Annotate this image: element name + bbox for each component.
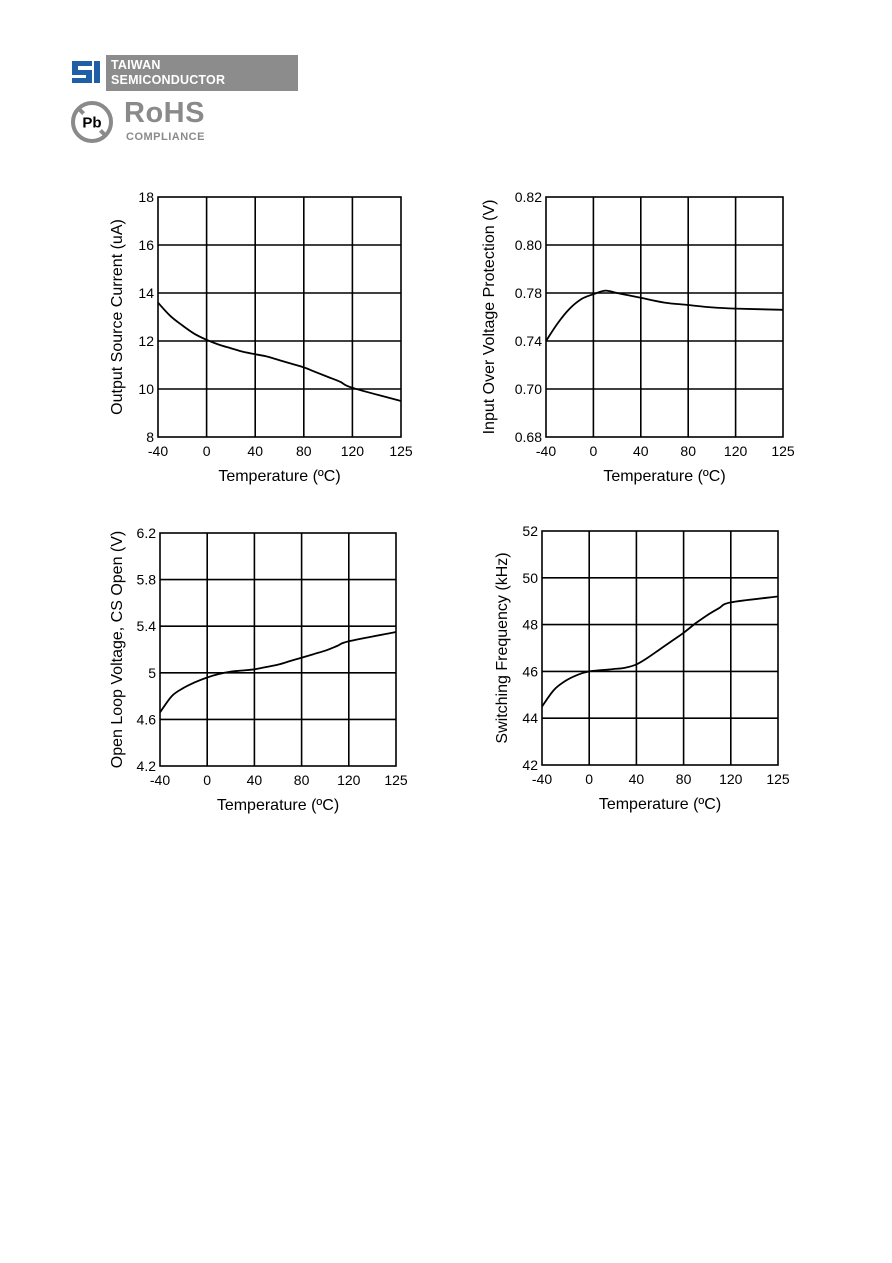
y-tick-label: 46 (522, 663, 538, 679)
pb-free-icon: Pb (71, 101, 113, 143)
company-name-plate: TAIWAN SEMICONDUCTOR (106, 55, 298, 91)
x-tick-label: -40 (148, 443, 168, 459)
x-tick-label: 120 (337, 772, 361, 788)
x-tick-label: 0 (203, 772, 211, 788)
x-tick-label: 40 (629, 771, 645, 787)
y-axis-title: Switching Frequency (kHz) (494, 552, 511, 743)
x-tick-label: 120 (341, 443, 365, 459)
x-tick-label: 125 (384, 772, 408, 788)
plot-frame (157, 196, 402, 438)
x-tick-label: 120 (719, 771, 743, 787)
x-tick-label: 125 (389, 443, 413, 459)
y-tick-label: 0.68 (515, 429, 542, 445)
rohs-badge: Pb RoHS COMPLIANCE (68, 97, 298, 147)
y-tick-label: 12 (138, 333, 154, 349)
plot-frame (541, 530, 779, 766)
x-axis-title: Temperature (ºC) (603, 468, 725, 485)
y-tick-label: 48 (522, 617, 538, 633)
x-tick-label: 80 (294, 772, 310, 788)
y-tick-label: 18 (138, 189, 154, 205)
x-axis-title: Temperature (ºC) (217, 797, 339, 814)
y-tick-label: 16 (138, 237, 154, 253)
plot-frame (159, 532, 397, 767)
y-tick-label: 0.78 (515, 285, 542, 301)
y-tick-label: 42 (522, 757, 538, 773)
x-tick-label: 80 (296, 443, 312, 459)
company-name-line1: TAIWAN (111, 58, 161, 72)
x-tick-label: 80 (680, 443, 696, 459)
x-tick-label: -40 (536, 443, 556, 459)
y-tick-label: 5.4 (137, 618, 157, 634)
y-tick-label: 6.2 (137, 525, 157, 541)
plot-frame (545, 196, 784, 438)
x-tick-label: 125 (771, 443, 795, 459)
y-tick-label: 5 (148, 665, 156, 681)
y-tick-label: 4.6 (137, 711, 157, 727)
x-tick-label: -40 (150, 772, 170, 788)
x-axis-title: Temperature (ºC) (599, 796, 721, 813)
x-tick-label: 80 (676, 771, 692, 787)
ts-logo-icon (68, 57, 102, 87)
y-tick-label: 44 (522, 710, 538, 726)
x-tick-label: 40 (247, 772, 263, 788)
y-tick-label: 0.80 (515, 237, 542, 253)
series-line (545, 289, 784, 342)
y-tick-label: 0.82 (515, 189, 542, 205)
x-tick-label: 0 (203, 443, 211, 459)
x-tick-label: 40 (247, 443, 263, 459)
y-axis-title: Output Source Current (uA) (109, 219, 126, 415)
y-tick-label: 52 (522, 523, 538, 539)
y-tick-label: 50 (522, 570, 538, 586)
x-axis-title: Temperature (ºC) (218, 468, 340, 485)
company-name-line2: SEMICONDUCTOR (111, 73, 226, 87)
y-tick-label: 14 (138, 285, 154, 301)
x-tick-label: 0 (590, 443, 598, 459)
y-tick-label: 4.2 (137, 758, 157, 774)
y-tick-label: 8 (146, 429, 154, 445)
series-line (159, 631, 397, 713)
series-line (541, 595, 779, 708)
y-tick-label: 0.74 (515, 333, 542, 349)
y-tick-label: 10 (138, 381, 154, 397)
pb-symbol: Pb (82, 115, 101, 132)
x-tick-label: 0 (585, 771, 593, 787)
rohs-title: RoHS (124, 97, 205, 129)
x-tick-label: 125 (766, 771, 790, 787)
y-axis-title: Open Loop Voltage, CS Open (V) (109, 531, 126, 768)
rohs-subtitle: COMPLIANCE (126, 131, 205, 143)
x-tick-label: 40 (633, 443, 649, 459)
series-line (157, 301, 402, 402)
y-tick-label: 0.70 (515, 381, 542, 397)
y-tick-label: 5.8 (137, 572, 157, 588)
x-tick-label: 120 (724, 443, 748, 459)
y-axis-title: Input Over Voltage Protection (V) (481, 200, 498, 435)
x-tick-label: -40 (532, 771, 552, 787)
